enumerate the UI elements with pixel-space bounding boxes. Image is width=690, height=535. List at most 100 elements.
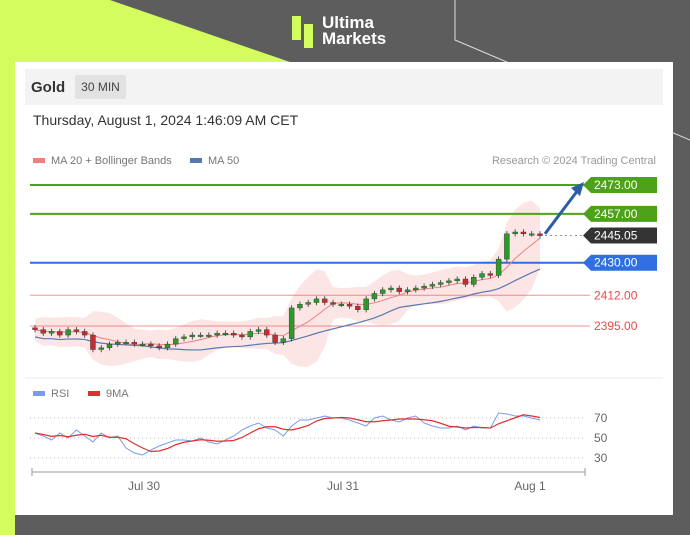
candle	[139, 343, 146, 346]
candle	[288, 307, 295, 339]
candle	[529, 233, 535, 236]
candle	[115, 342, 121, 345]
level-tag-pivot	[583, 254, 657, 271]
candle	[520, 231, 527, 235]
price-chart: MA 20 + Bollinger Bands MA 50 Research © 2…	[25, 155, 663, 493]
candle	[73, 329, 80, 332]
rsi-tick: 50	[594, 431, 608, 445]
candle	[32, 327, 38, 330]
candle	[363, 298, 369, 310]
candle	[437, 282, 444, 285]
candle	[206, 334, 212, 337]
chart-header: Gold 30 MIN	[25, 69, 663, 105]
candle	[429, 284, 436, 287]
x-tick: Jul 31	[327, 479, 359, 493]
level-tag-last	[583, 227, 657, 244]
candle	[214, 333, 220, 336]
candle	[322, 298, 328, 303]
datetime: Thursday, August 1, 2024 1:46:09 AM CET	[33, 112, 299, 128]
candle	[280, 338, 287, 343]
legend-ma50: MA 50	[208, 155, 239, 167]
ma50-line	[34, 268, 541, 351]
candle	[471, 277, 477, 285]
timeframe-badge: 30 MIN	[75, 75, 126, 99]
level-label: 2445.05	[594, 229, 638, 243]
level-label: 2473.00	[594, 178, 638, 192]
legend-ma50-swatch	[190, 158, 202, 163]
candle	[297, 304, 303, 309]
candle	[421, 286, 427, 289]
forecast-arrow	[543, 189, 580, 235]
candle	[537, 233, 543, 236]
candle	[495, 258, 502, 276]
rsi-9ma-line	[34, 414, 541, 453]
candle	[338, 304, 345, 307]
candle	[462, 278, 469, 285]
rsi-tick: 70	[594, 411, 608, 425]
candle	[131, 342, 138, 345]
candle	[305, 302, 311, 305]
candle	[98, 347, 104, 350]
candle	[454, 278, 460, 282]
arrow-head-icon	[571, 182, 584, 196]
candle	[239, 334, 245, 338]
level-label: 2395.00	[594, 319, 638, 333]
level-tag-resistance	[583, 205, 657, 222]
candle	[346, 304, 353, 307]
candle	[272, 334, 278, 343]
candle	[247, 331, 253, 338]
candle	[164, 343, 171, 348]
candle	[189, 334, 195, 338]
candle	[371, 293, 378, 300]
candle	[413, 287, 419, 291]
level-label: 2457.00	[594, 207, 638, 221]
level-tag-resistance	[583, 177, 657, 193]
candle	[264, 329, 270, 336]
candle	[197, 334, 204, 337]
candle	[380, 289, 386, 294]
candle	[222, 333, 229, 335]
credit: Research © 2024 Trading Central	[492, 155, 656, 167]
x-tick: Aug 1	[514, 479, 546, 493]
candle	[396, 287, 402, 292]
candle	[330, 302, 336, 305]
legend-ma20: MA 20 + Bollinger Bands	[51, 155, 172, 167]
brand-line2: Markets	[322, 29, 387, 48]
candle	[148, 343, 154, 347]
candle	[40, 329, 46, 334]
candle	[313, 298, 320, 303]
candle	[487, 273, 494, 276]
level-label: 2430.00	[594, 256, 638, 270]
rsi-tick: 30	[594, 451, 608, 465]
candle	[90, 334, 96, 350]
legend-rsi: RSI	[51, 388, 69, 400]
candle	[512, 231, 518, 235]
ma20-line	[34, 237, 541, 346]
brand-line1: Ultima	[322, 13, 374, 32]
candle	[479, 273, 485, 278]
candle	[48, 331, 55, 334]
legend-9ma: 9MA	[106, 388, 129, 400]
legend-ma20-swatch	[33, 158, 45, 163]
candle	[156, 345, 162, 348]
level-label: 2412.00	[594, 288, 638, 302]
rsi-line	[34, 412, 541, 456]
candle	[388, 287, 394, 291]
candle	[81, 331, 88, 336]
candle	[355, 305, 361, 310]
candle	[404, 289, 411, 292]
chart-card: Gold 30 MIN Thursday, August 1, 2024 1:4…	[15, 62, 673, 515]
candle	[106, 343, 113, 348]
candle	[446, 280, 452, 283]
brand-logo: Ultima Markets	[292, 14, 386, 48]
x-tick: Jul 30	[128, 479, 160, 493]
candle	[504, 233, 510, 260]
logo-mark-icon	[292, 16, 313, 48]
candle	[230, 333, 237, 336]
candle	[255, 329, 262, 332]
candle	[123, 342, 129, 344]
symbol-title: Gold	[31, 78, 66, 96]
candle	[57, 331, 63, 336]
candle	[181, 336, 187, 339]
